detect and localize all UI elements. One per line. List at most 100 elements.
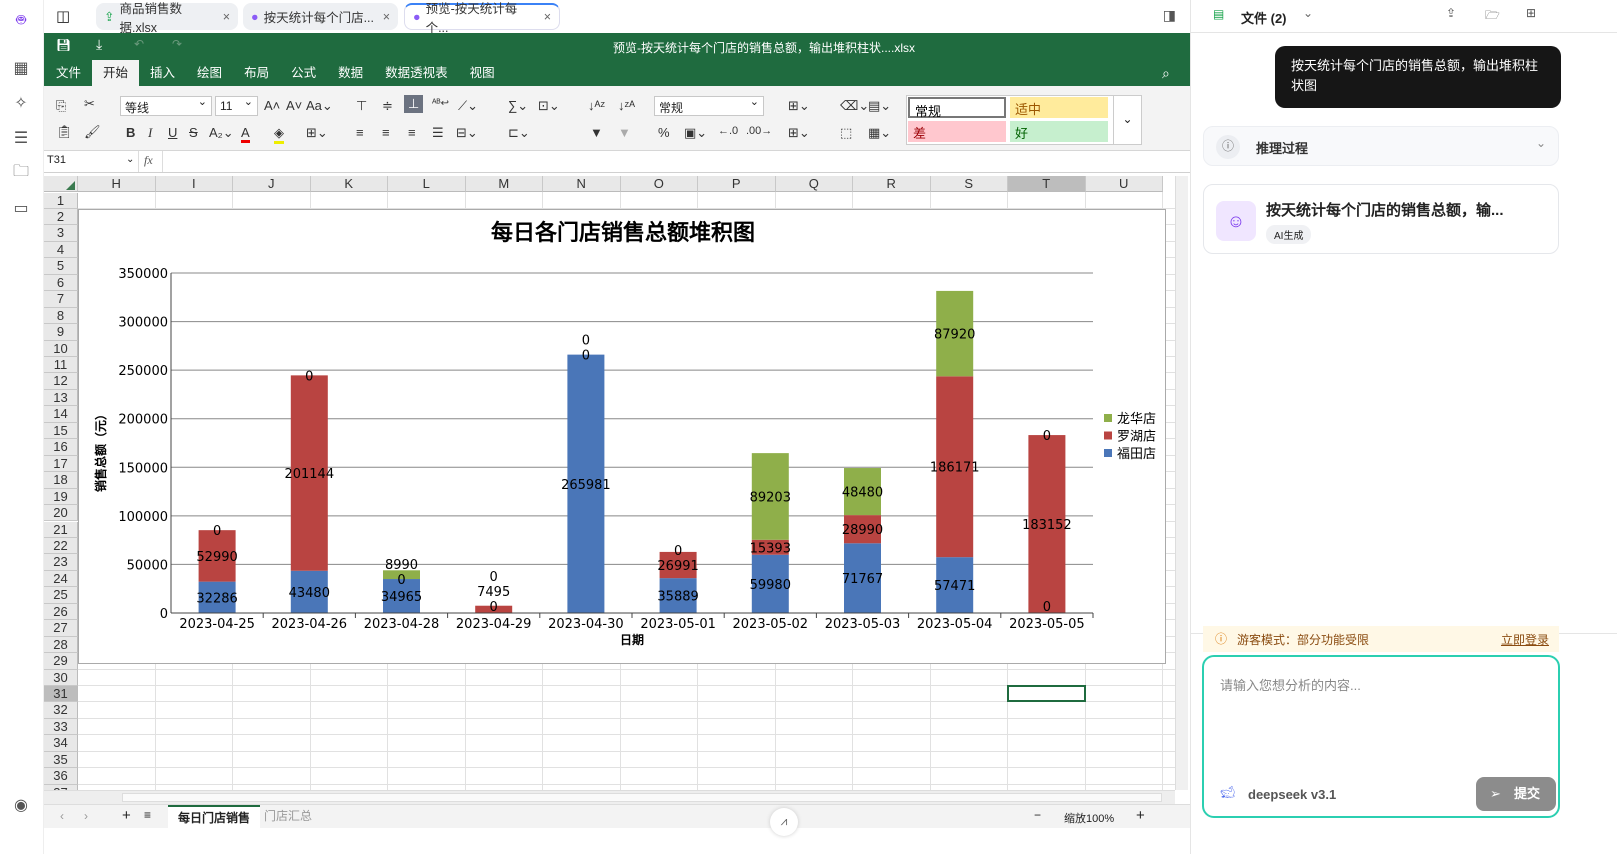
row-header[interactable]: 18 [44,472,78,489]
menu-tab-1[interactable]: 开始 [92,60,140,86]
italic-icon[interactable]: I [148,125,153,140]
insert-cells-icon[interactable]: ⊞⌄ [788,98,810,113]
search-icon[interactable]: ⌕ [1162,65,1170,81]
user-icon[interactable]: ◉ [14,797,28,814]
align-middle-icon[interactable]: ≑ [382,98,393,113]
column-header[interactable]: Q [775,176,853,192]
row-header[interactable]: 9 [44,324,78,341]
column-header[interactable]: N [543,176,621,192]
row-header[interactable]: 15 [44,422,78,440]
collapse-panel-icon[interactable]: ◨ [1162,7,1176,23]
row-header[interactable]: 21 [44,521,78,538]
horizontal-scrollbar[interactable] [44,790,1175,804]
style-good[interactable]: 好 [1010,121,1108,142]
fill-color-icon[interactable]: ◈ [274,125,284,144]
copy-icon[interactable]: ⎘ [56,98,67,113]
percent-icon[interactable]: % [658,125,670,140]
row-header[interactable]: 11 [44,357,78,374]
sheet-list-icon[interactable]: ≡ [144,808,152,822]
align-right-icon[interactable]: ≡ [408,125,416,140]
menu-tab-4[interactable]: 布局 [244,66,270,80]
tab-task[interactable]: ● 按天统计每个门店... × [243,3,398,30]
row-header[interactable]: 37 [44,784,78,790]
conditional-format-icon[interactable]: ▤⌄ [868,98,892,113]
row-header[interactable]: 14 [44,406,78,423]
sum-icon[interactable]: ∑⌄ [508,98,529,113]
align-center-icon[interactable]: ≡ [382,125,390,140]
column-header[interactable]: O [620,176,698,192]
row-header[interactable]: 6 [44,274,78,292]
bold-icon[interactable]: B [126,125,136,140]
redo-icon[interactable]: ↷ [172,37,183,51]
row-header[interactable]: 10 [44,340,78,357]
select-all-corner[interactable] [44,176,78,192]
row-header[interactable]: 36 [44,768,78,785]
row-header[interactable]: 17 [44,455,78,473]
sparkle-icon[interactable]: ✧ [14,95,28,112]
folder-open-icon[interactable]: 🗁 [1485,8,1500,22]
align-left-icon[interactable]: ≡ [356,125,364,140]
tab-preview[interactable]: ● 预览-按天统计每个... × [404,2,560,35]
style-normal[interactable]: 常规 [908,97,1006,119]
login-link[interactable]: 立即登录 [1500,633,1549,647]
download-icon[interactable]: ⤓ [96,36,103,52]
save-icon[interactable]: 💾︎ [56,38,72,52]
close-icon[interactable]: × [543,10,551,24]
row-header[interactable]: 27 [44,620,78,637]
add-sheet-icon[interactable]: + [122,807,131,824]
row-header[interactable]: 30 [44,669,78,686]
increase-decimal-icon[interactable]: .00→ [746,125,773,137]
folder-icon[interactable]: 🗀 [12,162,29,180]
underline-icon[interactable]: U [168,125,178,140]
column-header[interactable]: I [155,176,233,192]
strikethrough-icon[interactable]: S [189,125,198,140]
font-size-select[interactable]: 11 [215,95,258,116]
row-header[interactable]: 2 [44,208,78,226]
column-header[interactable]: P [698,176,776,192]
tab-sales-data[interactable]: ⇪ 商品销售数据.xlsx × [96,2,238,35]
row-header[interactable]: 5 [44,258,78,275]
vertical-scrollbar[interactable] [1175,176,1188,790]
stacked-bar-chart[interactable]: 每日各门店销售总额堆积图 0 50000 100000 150000 200000 2500… [78,209,1166,664]
row-header[interactable]: 34 [44,735,78,752]
zoom-out-button[interactable]: − [1034,808,1042,822]
row-header[interactable]: 7 [44,291,78,308]
row-header[interactable]: 28 [44,636,78,654]
sort-asc-icon[interactable]: ↓ᴬᶻ [588,98,606,113]
close-icon[interactable]: × [222,9,230,24]
border-icon[interactable]: ⊞⌄ [306,125,328,140]
sidebar-toggle-icon[interactable]: ◫ [56,8,71,25]
row-header[interactable]: 26 [44,603,78,621]
justify-icon[interactable]: ☰ [432,125,444,140]
paste-icon[interactable]: 📋︎ [56,124,73,139]
chat-input[interactable]: 请输入您想分析的内容... [1220,678,1361,693]
row-header[interactable]: 31 [44,686,78,703]
chevron-down-icon[interactable]: ⌄ [126,154,135,165]
robot-logo-icon[interactable]: 🤖︎ [16,12,26,29]
row-header[interactable]: 12 [44,373,78,390]
decrease-font-icon[interactable]: A˅ [286,98,303,113]
model-select[interactable]: deepseek v3.1 [1248,787,1337,802]
format-painter-icon[interactable]: 🖌︎ [84,124,101,139]
result-card[interactable]: ☺ 按天统计每个门店的销售总额，输... AI生成 [1203,184,1559,254]
row-header[interactable]: 3 [44,225,78,242]
menu-tab-0[interactable]: 文件 [56,66,82,80]
font-color-icon[interactable]: A [241,125,250,143]
column-header[interactable]: J [233,176,311,192]
align-bottom-icon[interactable]: ⊥ [404,95,424,113]
subscript-icon[interactable]: A₂⌄ [209,125,234,140]
increase-font-icon[interactable]: A˄ [264,98,281,113]
change-case-icon[interactable]: Aa⌄ [306,98,333,113]
list-icon[interactable]: ☰ [13,130,29,147]
font-select[interactable]: 等线 [120,95,212,116]
delete-cells-icon[interactable]: ⊞⌄ [788,125,810,140]
row-header[interactable]: 20 [44,505,78,522]
menu-tab-8[interactable]: 视图 [469,66,495,80]
row-header[interactable]: 24 [44,570,78,588]
column-header[interactable]: H [78,176,156,192]
select-icon[interactable]: ⬚ [840,125,853,140]
chat-icon[interactable]: ▭ [13,200,29,217]
row-header[interactable]: 13 [44,389,78,407]
row-header[interactable]: 29 [44,653,78,670]
row-header[interactable]: 4 [44,241,78,259]
